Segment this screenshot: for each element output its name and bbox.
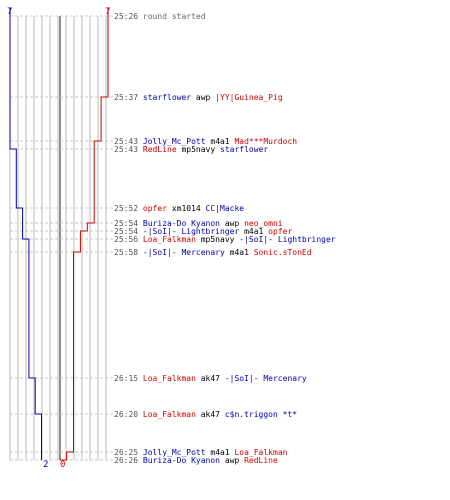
weapon-name: ak47: [200, 374, 220, 383]
kill-event-row: 26:15 Loa_Falkman ak47 -|SoI|- Mercenary: [114, 374, 307, 383]
event-time: 25:37: [114, 93, 139, 102]
killer-name: Buriza-Do Kyanon: [142, 219, 220, 228]
victim-name: |YY|Guinea_Pig: [215, 93, 283, 102]
kill-event-row: 25:43 Jolly_Mc_Pott m4a1 Mad***Murdoch: [114, 137, 297, 146]
weapon-name: m4a1: [210, 137, 230, 146]
event-time: 25:52: [114, 204, 139, 213]
event-time: 25:43: [114, 137, 139, 146]
weapon-name: ak47: [200, 410, 220, 419]
players-alive-graph: [9, 8, 114, 461]
kill-event-row: 26:26 Buriza-Do Kyanon awp RedLine: [114, 456, 278, 465]
killer-name: Buriza-Do Kyanon: [142, 456, 220, 465]
weapon-name: m4a1: [229, 248, 249, 257]
blue-start-count: 7: [7, 7, 13, 17]
weapon-name: awp: [224, 456, 240, 465]
kill-event-row: 26:25 Jolly_Mc_Pott m4a1 Loa_Falkman: [114, 448, 287, 457]
blue-end-count: 2: [43, 460, 49, 470]
event-time: 26:25: [114, 448, 139, 457]
killer-name: starflower: [142, 93, 192, 102]
victim-name: Loa_Falkman: [234, 448, 288, 457]
event-time: 26:15: [114, 374, 139, 383]
killer-name: Loa_Falkman: [142, 235, 196, 244]
victim-name: neo_omni: [244, 219, 283, 228]
red-start-count: 7: [105, 7, 111, 17]
victim-name: c$n.triggon *t*: [224, 410, 298, 419]
kill-event-row: 25:54 Buriza-Do Kyanon awp neo_omni: [114, 219, 283, 228]
killer-name: opfer: [142, 204, 168, 213]
round-start-row: 25:26 round started: [114, 12, 206, 21]
victim-name: starflower: [220, 145, 269, 154]
event-time: 25:56: [114, 235, 139, 244]
killer-name: Jolly_Mc_Pott: [142, 137, 206, 146]
weapon-name: awp: [195, 93, 211, 102]
victim-name: -|SoI|- Lightbringer: [239, 235, 336, 244]
weapon-name: m4a1: [244, 227, 264, 236]
kill-event-row: 25:54 -|SoI|- Lightbringer m4a1 opfer: [114, 227, 292, 236]
event-time: 25:54: [114, 227, 139, 236]
killer-name: Jolly_Mc_Pott: [142, 448, 206, 457]
victim-name: Sonic.sTonEd: [253, 248, 312, 257]
kill-event-row: 25:58 -|SoI|- Mercenary m4a1 Sonic.sTonE…: [114, 248, 312, 257]
event-time: 26:26: [114, 456, 139, 465]
blue-alive-line: [9, 16, 42, 460]
victim-name: CC|Macke: [205, 204, 245, 213]
kill-event-row: 25:52 opfer xm1014 CC|Macke: [114, 204, 244, 213]
event-time: 25:54: [114, 219, 139, 228]
weapon-name: mp5navy: [181, 145, 216, 154]
victim-name: Mad***Murdoch: [234, 137, 298, 146]
weapon-name: awp: [224, 219, 240, 228]
event-message: round started: [142, 12, 206, 21]
weapon-name: m4a1: [210, 448, 230, 457]
red-end-count: 0: [60, 460, 66, 470]
red-alive-line: [59, 16, 109, 461]
kill-event-row: 25:43 RedLine mp5navy starflower: [114, 145, 268, 154]
kill-event-row: 25:56 Loa_Falkman mp5navy -|SoI|- Lightb…: [114, 235, 336, 244]
victim-name: RedLine: [244, 456, 278, 465]
killer-name: -|SoI|- Lightbringer: [142, 227, 240, 236]
killer-name: RedLine: [142, 145, 177, 154]
event-time: 25:26: [114, 12, 139, 21]
victim-name: opfer: [268, 227, 293, 236]
event-time: 25:43: [114, 145, 139, 154]
kill-event-row: 26:20 Loa_Falkman ak47 c$n.triggon *t*: [114, 410, 297, 419]
event-log: 25:26 round started 25:37 starflower awp …: [114, 0, 450, 480]
event-time: 26:20: [114, 410, 139, 419]
killer-name: Loa_Falkman: [142, 410, 196, 419]
weapon-name: mp5navy: [200, 235, 235, 244]
killer-name: Loa_Falkman: [142, 374, 196, 383]
weapon-name: xm1014: [171, 204, 201, 213]
victim-name: -|SoI|- Mercenary: [224, 374, 307, 383]
killer-name: -|SoI|- Mercenary: [142, 248, 225, 257]
kill-event-row: 25:37 starflower awp |YY|Guinea_Pig: [114, 93, 283, 102]
event-time: 25:58: [114, 248, 139, 257]
